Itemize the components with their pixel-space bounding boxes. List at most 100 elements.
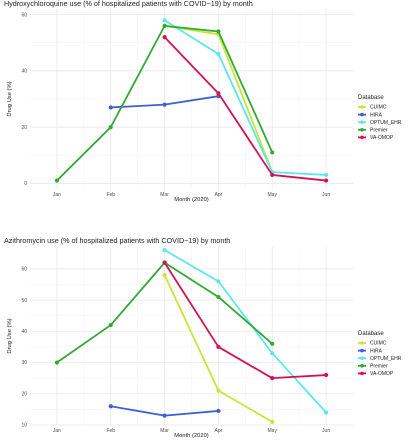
data-point: [216, 279, 221, 284]
series-line: [164, 19, 327, 176]
data-point: [216, 91, 221, 96]
legend-swatch-dot: [360, 371, 364, 376]
legend-swatch-dot: [360, 135, 364, 140]
legend-title: Database: [358, 95, 384, 101]
data-point: [216, 29, 221, 34]
legend-swatch-dot: [360, 356, 364, 361]
x-tick-label: Feb: [106, 192, 115, 198]
y-tick-label: 60: [21, 12, 27, 18]
series-hira: [108, 404, 221, 418]
legend-swatch-dot: [360, 341, 364, 345]
series-cuimc: [162, 273, 275, 424]
x-tick-label: May: [268, 192, 278, 198]
y-tick-label: 10: [21, 423, 27, 429]
x-tick-label: Jun: [322, 428, 330, 434]
x-axis-label: Month (2020): [174, 197, 209, 203]
legend-label: VA-OMOP: [370, 135, 394, 141]
y-axis-label: Drug Use (%): [7, 81, 13, 116]
data-point: [162, 248, 167, 253]
data-point: [108, 322, 113, 328]
data-point: [162, 18, 167, 23]
x-tick-label: Jun: [322, 192, 330, 198]
x-tick-label: Mar: [160, 192, 169, 198]
data-point: [108, 125, 113, 130]
y-tick-label: 30: [21, 360, 27, 366]
legend-label: HIRA: [370, 112, 383, 118]
data-point: [162, 260, 167, 265]
x-tick-label: Jan: [53, 192, 61, 198]
legend-label: CUIMC: [370, 341, 387, 347]
y-tick-label: 0: [24, 181, 27, 187]
legend-item: VA-OMOP: [358, 371, 394, 377]
data-point: [162, 102, 167, 107]
data-point: [216, 408, 221, 414]
series-optum-ehr: [162, 18, 329, 178]
data-point: [108, 404, 113, 409]
legend-label: Premier: [370, 364, 388, 370]
chart-title: Hydroxychloroquine use (% of hospitalize…: [4, 0, 253, 8]
data-point: [216, 344, 221, 350]
legend-item: OPTUM_EHR: [358, 120, 402, 126]
data-point: [54, 178, 60, 183]
y-tick-label: 40: [21, 329, 27, 335]
y-tick-label: 20: [21, 391, 27, 397]
gridlines: [30, 9, 353, 189]
series-va-omop: [162, 35, 329, 183]
data-point: [270, 172, 275, 178]
data-point: [323, 178, 329, 183]
legend-label: CUIMC: [370, 105, 387, 111]
legend-item: CUIMC: [358, 341, 387, 347]
data-point: [162, 413, 167, 418]
legend-item: HIRA: [358, 112, 383, 118]
legend-label: Premier: [370, 128, 388, 134]
x-tick-label: May: [268, 428, 278, 434]
data-point: [323, 410, 329, 415]
legend-label: OPTUM_EHR: [370, 120, 402, 126]
data-point: [216, 51, 221, 57]
legend-item: VA-OMOP: [358, 135, 394, 141]
y-tick-label: 40: [21, 69, 27, 75]
x-tick-label: Mar: [160, 428, 169, 434]
data-point: [323, 372, 329, 378]
x-tick-label: Jan: [53, 428, 61, 434]
legend-item: OPTUM_EHR: [358, 356, 402, 362]
x-tick-label: Apr: [215, 428, 223, 434]
data-point: [216, 294, 221, 300]
legend-item: HIRA: [358, 348, 383, 354]
data-point: [270, 341, 275, 346]
data-point: [162, 273, 167, 278]
data-point: [270, 419, 275, 424]
x-axis-label: Month (2020): [174, 433, 209, 439]
y-axis-label: Drug Use (%): [7, 318, 13, 353]
legend-item: Premier: [358, 128, 388, 134]
y-tick-label: 60: [21, 267, 27, 273]
legend-label: HIRA: [370, 348, 383, 354]
series-va-omop: [162, 260, 329, 381]
chart-title: Azithromycin use (% of hospitalized pati…: [4, 236, 230, 245]
legend-label: OPTUM_EHR: [370, 356, 402, 362]
data-point: [270, 351, 275, 356]
x-tick-label: Feb: [106, 428, 115, 434]
data-point: [162, 23, 167, 28]
legend-swatch-dot: [360, 112, 364, 117]
y-tick-label: 50: [21, 298, 27, 304]
data-point: [54, 360, 60, 365]
data-point: [108, 105, 113, 110]
legend-title: Database: [358, 331, 384, 337]
legend-swatch-dot: [360, 348, 364, 353]
chart-panel-2: Azithromycin use (% of hospitalized pati…: [4, 236, 402, 439]
legend-label: VA-OMOP: [370, 371, 394, 377]
series-premier: [54, 23, 275, 183]
legend-swatch-dot: [360, 128, 364, 132]
series-line: [163, 36, 327, 182]
legend-item: Premier: [358, 364, 388, 370]
series-optum-ehr: [162, 248, 329, 415]
data-point: [270, 150, 275, 155]
legend-swatch-dot: [360, 120, 364, 124]
x-tick-label: Apr: [215, 192, 223, 198]
legend-swatch-dot: [360, 364, 364, 368]
